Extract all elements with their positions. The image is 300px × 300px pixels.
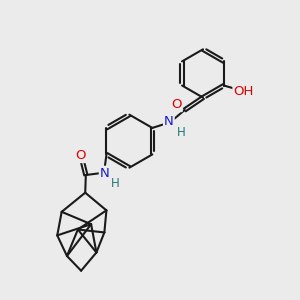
Text: H: H bbox=[111, 177, 119, 190]
Text: N: N bbox=[164, 115, 174, 128]
Text: O: O bbox=[171, 98, 182, 111]
Text: OH: OH bbox=[233, 85, 254, 98]
Text: H: H bbox=[176, 126, 185, 140]
Text: O: O bbox=[76, 149, 86, 162]
Text: N: N bbox=[100, 167, 110, 180]
